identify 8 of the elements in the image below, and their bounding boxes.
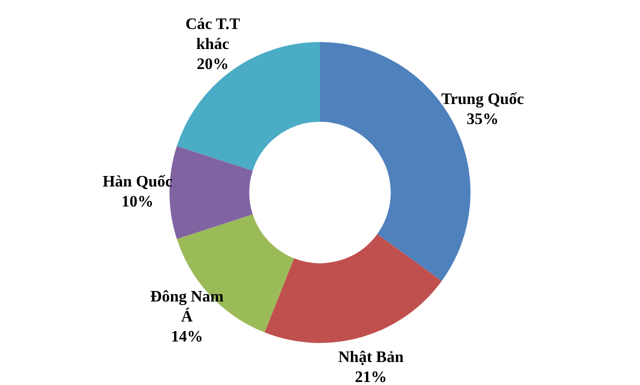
slice-label: Các T.T khác <box>185 16 240 53</box>
data-label: 10% <box>122 194 154 211</box>
data-label: 35% <box>466 110 499 128</box>
data-label: 20% <box>196 56 229 73</box>
data-label: 21% <box>354 368 387 385</box>
slice-label: Nhật Bản <box>338 348 404 366</box>
data-label: 14% <box>170 328 203 346</box>
slice-label: Trung Quốc <box>441 90 524 108</box>
